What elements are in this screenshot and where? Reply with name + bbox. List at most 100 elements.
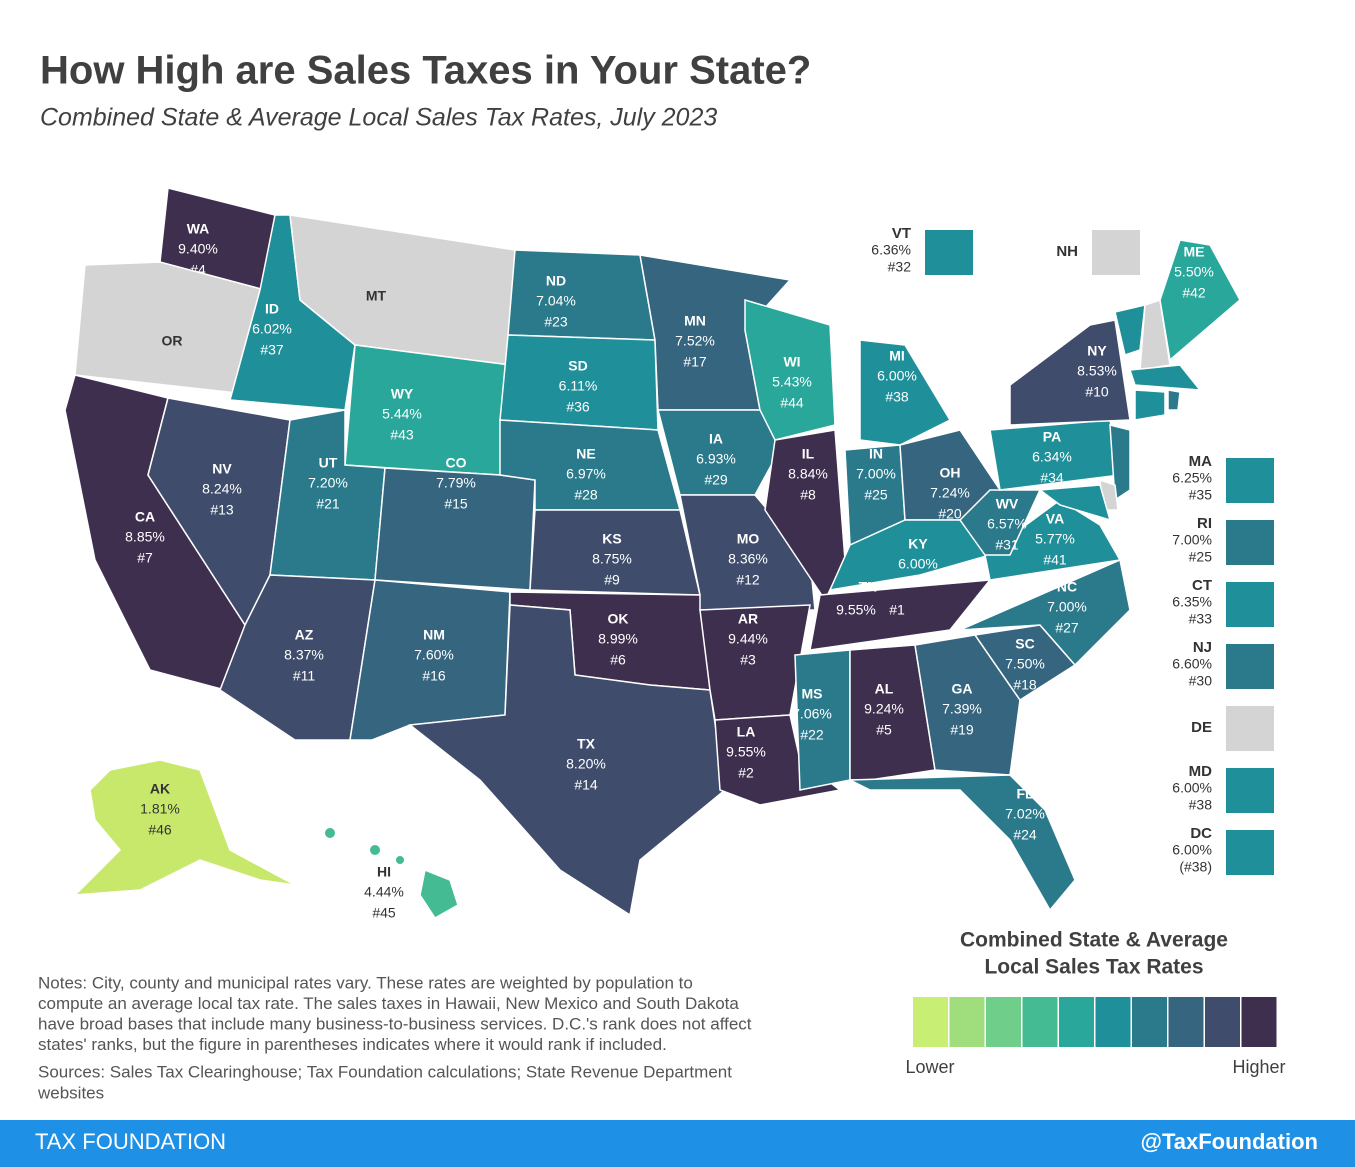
state-abbr: VA [1046, 511, 1064, 527]
state-rate: 6.35% [1172, 594, 1212, 610]
state-rate: 7.39% [942, 701, 982, 717]
state-rank: #15 [444, 496, 468, 512]
legend-swatch [949, 997, 985, 1047]
state-abbr: WA [187, 221, 210, 237]
state-abbr: NY [1087, 343, 1107, 359]
state-shape [959, 489, 1042, 556]
state-abbr: TX [577, 736, 596, 752]
legend-swatch [913, 997, 948, 1047]
state-abbr: FL [1016, 786, 1034, 802]
state-abbr: TN [859, 579, 878, 595]
state-rank: #12 [736, 572, 760, 588]
legend-title: Local Sales Tax Rates [984, 956, 1203, 979]
state-abbr: WV [996, 496, 1019, 512]
state-shape [344, 344, 511, 476]
state-abbr: OH [940, 465, 961, 481]
state-shape [507, 249, 656, 341]
state-rank: #10 [1085, 384, 1109, 400]
state-rank: #11 [293, 668, 316, 684]
state-abbr: NH [1056, 243, 1078, 260]
state-abbr: NE [576, 446, 595, 462]
state-abbr: IA [709, 431, 723, 447]
footer-bar [0, 1120, 1355, 1167]
state-shape [809, 579, 992, 651]
state-rate: 8.99% [598, 631, 638, 647]
state-rate: 6.93% [696, 451, 736, 467]
state-rate: 7.20% [308, 475, 348, 491]
state-rate: 8.53% [1077, 363, 1117, 379]
state-abbr: IN [869, 446, 883, 462]
state-rate: 6.25% [1172, 470, 1212, 486]
state-rate: 6.97% [566, 466, 606, 482]
state-abbr: OK [608, 611, 629, 627]
state-shape [1009, 319, 1131, 426]
state-shape [849, 774, 1076, 912]
state-abbr: SC [1015, 636, 1034, 652]
state-abbr: CA [135, 509, 155, 525]
state-abbr: OR [162, 333, 183, 349]
state-abbr: PA [1043, 429, 1061, 445]
state-rank: #35 [1189, 487, 1213, 503]
legend-swatch [1095, 997, 1131, 1047]
legend-swatch [1205, 997, 1240, 1047]
state-box [1226, 768, 1274, 813]
state-shape [1134, 389, 1166, 421]
state-shape [1037, 484, 1112, 522]
state-abbr: MA [1189, 453, 1212, 470]
state-abbr: MD [1189, 763, 1212, 780]
state-shape [679, 494, 816, 611]
state-rank: #27 [1055, 620, 1079, 636]
state-rank: #17 [683, 354, 707, 370]
state-box [1226, 520, 1274, 565]
state-abbr: NM [423, 627, 445, 643]
state-rate: 6.00% [877, 368, 917, 384]
notes-line: Notes: City, county and municipal rates … [38, 973, 693, 992]
state-rank: #6 [610, 652, 626, 668]
state-rate: 1.81% [140, 801, 180, 817]
state-rate: 7.79% [436, 475, 476, 491]
state-rate: 7.00% [1172, 532, 1212, 548]
state-rank: #14 [574, 777, 598, 793]
state-rate: 6.00% [1172, 842, 1212, 858]
island [325, 828, 335, 838]
state-abbr: UT [319, 455, 338, 471]
state-rank: #25 [864, 487, 888, 503]
state-shape [914, 634, 1021, 776]
state-shape [984, 499, 1122, 581]
state-rank: #30 [1189, 673, 1213, 689]
state-rate: 7.24% [930, 485, 970, 501]
state-abbr: AL [875, 681, 894, 697]
sources-line: websites [37, 1083, 104, 1102]
state-abbr: MO [737, 531, 760, 547]
state-rate: 9.24% [864, 701, 904, 717]
state-rank: #42 [1182, 285, 1206, 301]
state-rate: 8.20% [566, 756, 606, 772]
state-rate: 9.44% [728, 631, 768, 647]
legend-low: Lower [905, 1057, 954, 1077]
state-box [1226, 830, 1274, 875]
state-abbr: ID [265, 301, 279, 317]
state-rate: 8.84% [788, 466, 828, 482]
state-rate: 6.36% [871, 242, 911, 258]
state-box [1226, 706, 1274, 751]
state-box [1226, 458, 1274, 503]
state-abbr: ME [1184, 244, 1205, 260]
state-abbr: NJ [1193, 639, 1212, 656]
state-box [1226, 582, 1274, 627]
state-shape [419, 868, 459, 919]
state-rank: #32 [888, 259, 912, 275]
state-abbr: MS [802, 686, 823, 702]
island [370, 845, 380, 855]
state-abbr: LA [737, 724, 756, 740]
state-rate: 8.36% [728, 551, 768, 567]
state-abbr: WY [391, 386, 414, 402]
state-rate: 9.55% [836, 602, 876, 618]
state-abbr: SD [568, 358, 587, 374]
legend-swatch [1132, 997, 1167, 1047]
state-rate: 7.02% [1005, 806, 1045, 822]
sources-line: Sources: Sales Tax Clearinghouse; Tax Fo… [38, 1062, 732, 1081]
state-rate: 6.60% [1172, 656, 1212, 672]
state-rank: #8 [800, 487, 816, 503]
state-rank: #38 [885, 389, 909, 405]
state-rate: 6.00% [1172, 780, 1212, 796]
